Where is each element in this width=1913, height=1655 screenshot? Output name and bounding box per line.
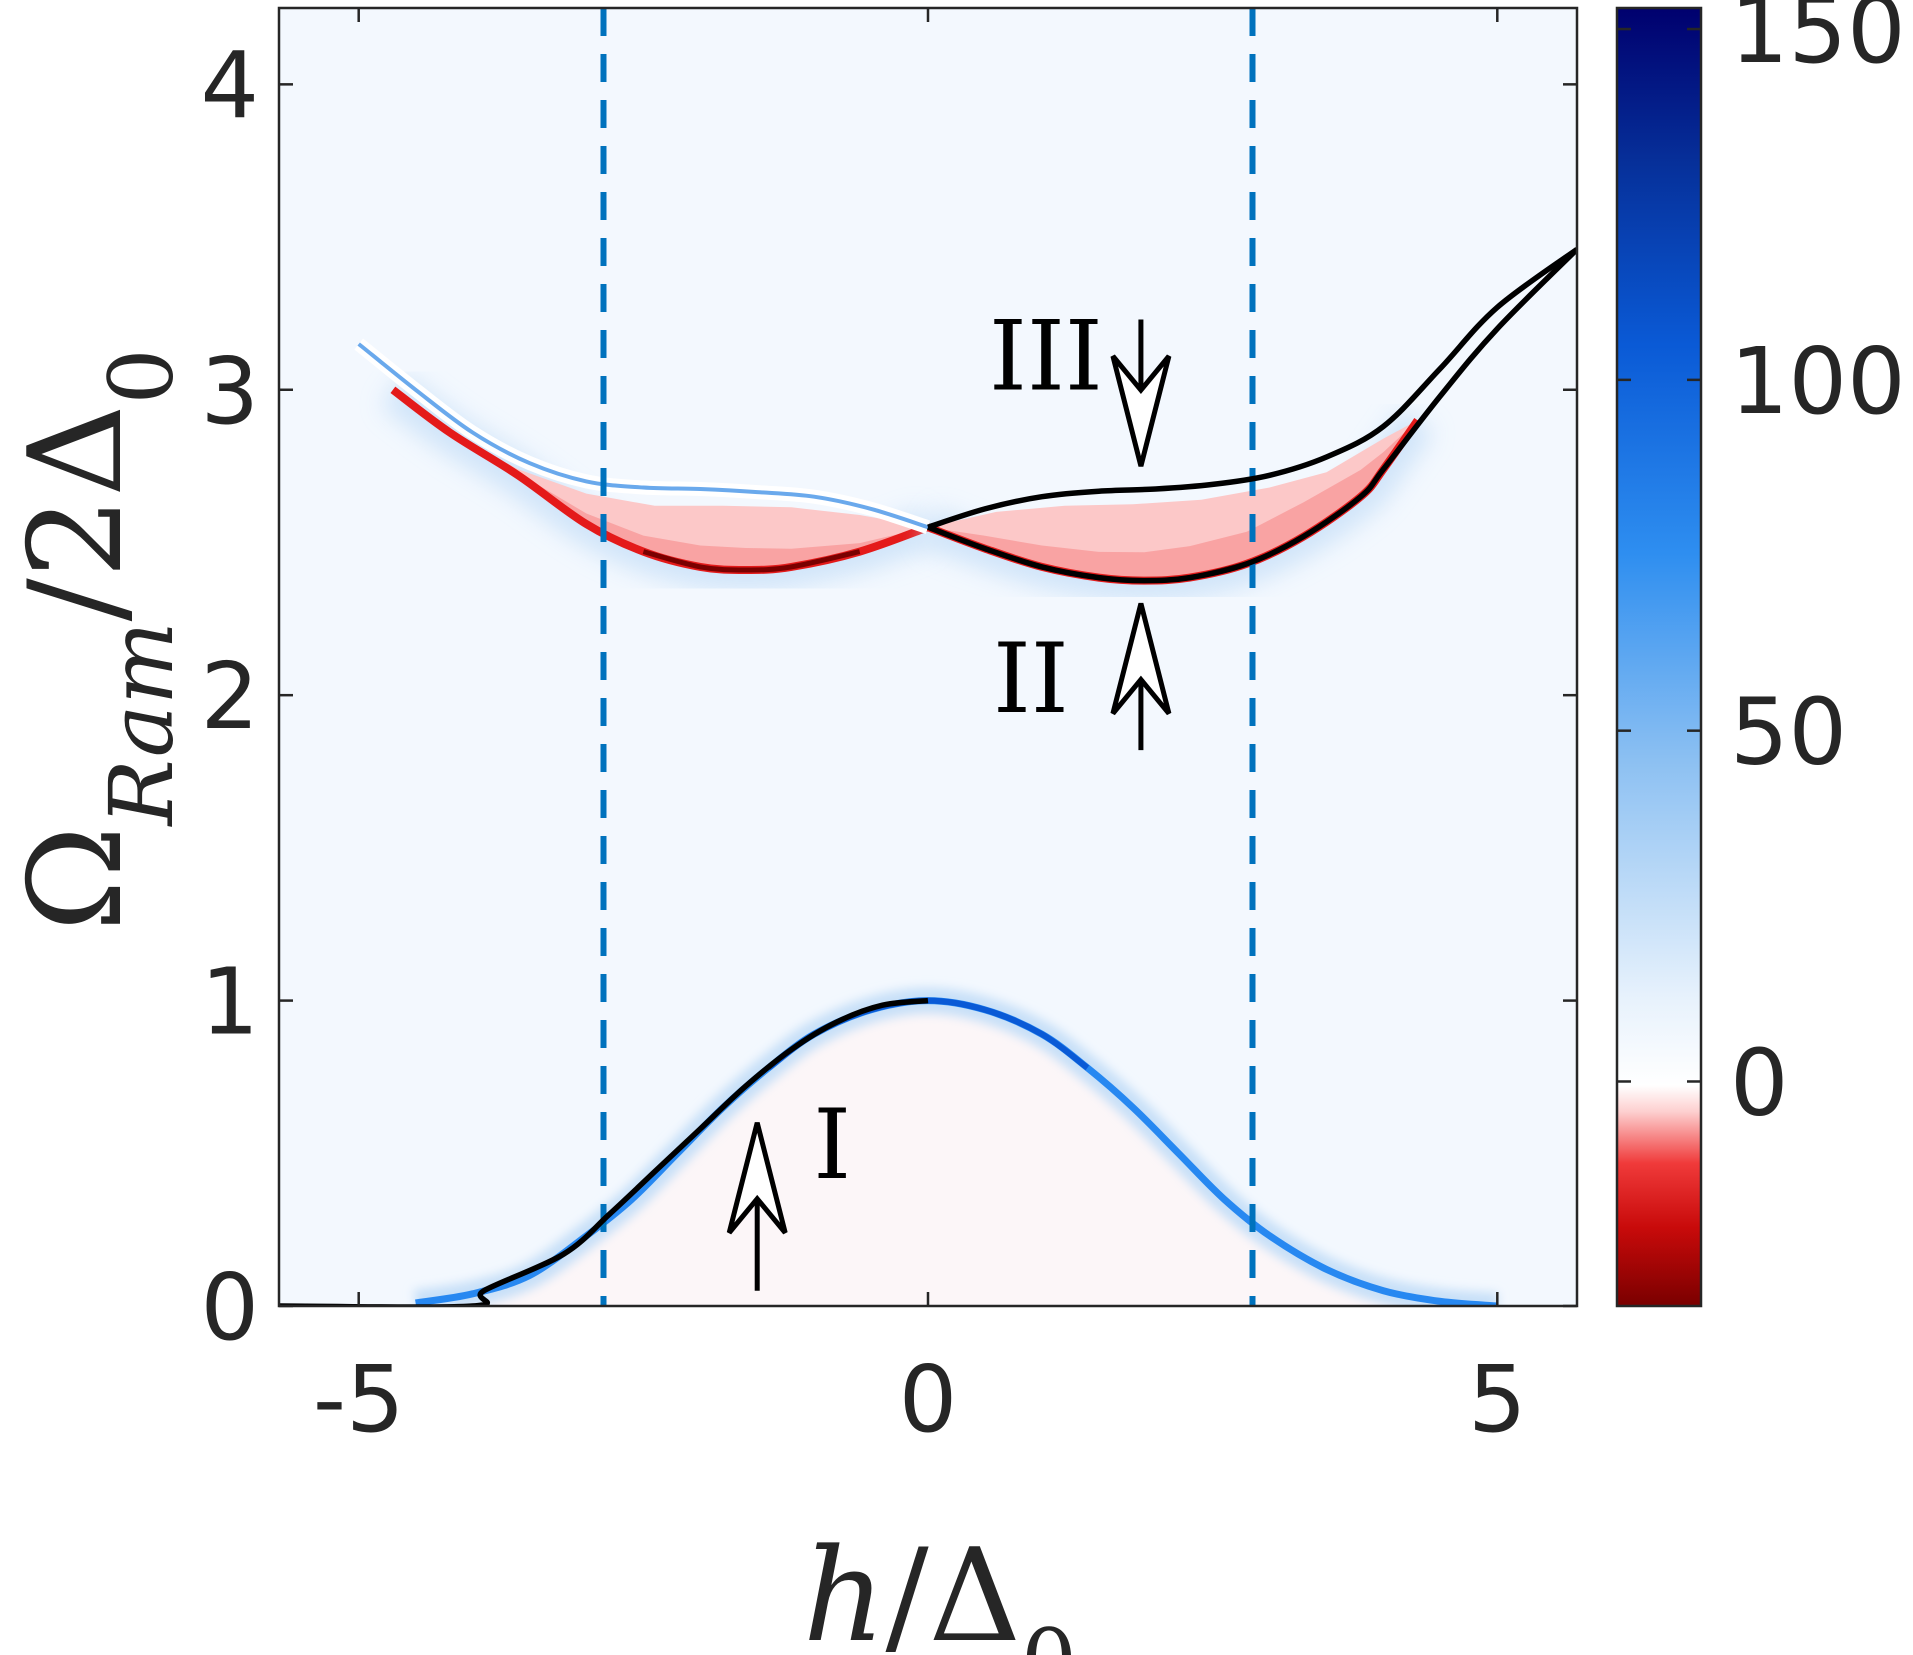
label-part: Ram bbox=[90, 621, 193, 827]
annotation-label-I: I bbox=[813, 1089, 851, 1201]
colorbar-tick-label: 150 bbox=[1730, 0, 1906, 84]
theory-curve-2 bbox=[927, 247, 1577, 530]
colorbar-tick-label: 50 bbox=[1730, 679, 1847, 786]
annotation-arrow-II bbox=[1110, 602, 1172, 751]
heatmap-upper-left-ridge bbox=[357, 342, 929, 530]
y-tick-label: 1 bbox=[200, 949, 259, 1056]
y-axis-label-text: ΩRam/2Δ0 bbox=[2, 348, 193, 931]
x-tick-label: 0 bbox=[899, 1346, 958, 1453]
label-part: /2Δ bbox=[2, 404, 151, 621]
x-tick-label: 5 bbox=[1468, 1346, 1527, 1453]
x-tick-label: -5 bbox=[313, 1346, 405, 1453]
red-region-right-fill bbox=[928, 420, 1418, 581]
label-part: /Δ bbox=[885, 1522, 1021, 1655]
red-region-left-fill bbox=[392, 389, 928, 570]
annotation-label-III: III bbox=[989, 301, 1103, 413]
annotation-label-II: II bbox=[993, 623, 1069, 735]
arrow-head bbox=[726, 1122, 788, 1235]
theory-curves-layer bbox=[279, 247, 1577, 1306]
red-region-right-inner-fill bbox=[928, 420, 1418, 581]
y-tick-label: 3 bbox=[200, 338, 259, 445]
arrow-head bbox=[1110, 354, 1172, 467]
y-tick-label: 4 bbox=[200, 32, 259, 139]
x-axis-label-text: h/Δ0 bbox=[803, 1522, 1077, 1655]
arrow-head bbox=[1110, 602, 1172, 716]
label-part: h bbox=[803, 1522, 885, 1655]
y-axis-label: ΩRam/2Δ0 bbox=[2, 348, 193, 931]
colorbar-ticks-layer: 0 50 100 150 bbox=[1617, 0, 1906, 1136]
colorbar bbox=[1615, 6, 1703, 1308]
annotation-arrow-I bbox=[726, 1122, 788, 1291]
label-part: 0 bbox=[90, 348, 193, 404]
y-tick-label: 0 bbox=[200, 1254, 259, 1361]
annotation-arrow-III bbox=[1110, 319, 1172, 467]
ticks-layer: -5 0 5 0 1 2 3 4 bbox=[200, 8, 1577, 1453]
label-part: Ω bbox=[2, 826, 151, 932]
red-region-left-edge-dark bbox=[642, 549, 861, 573]
x-axis-label: h/Δ0 bbox=[803, 1522, 1077, 1655]
theory-curve-3 bbox=[927, 247, 1577, 584]
label-part: 0 bbox=[1021, 1610, 1077, 1655]
dashed-lines-layer bbox=[600, 8, 1256, 1306]
heatmap-under-ridge-region bbox=[415, 1000, 1498, 1306]
y-tick-label: 2 bbox=[200, 643, 259, 750]
theory-curve-1 bbox=[279, 997, 929, 1306]
colorbar-tick-label: 0 bbox=[1730, 1029, 1789, 1136]
colorbar-tick-label: 100 bbox=[1730, 328, 1906, 435]
